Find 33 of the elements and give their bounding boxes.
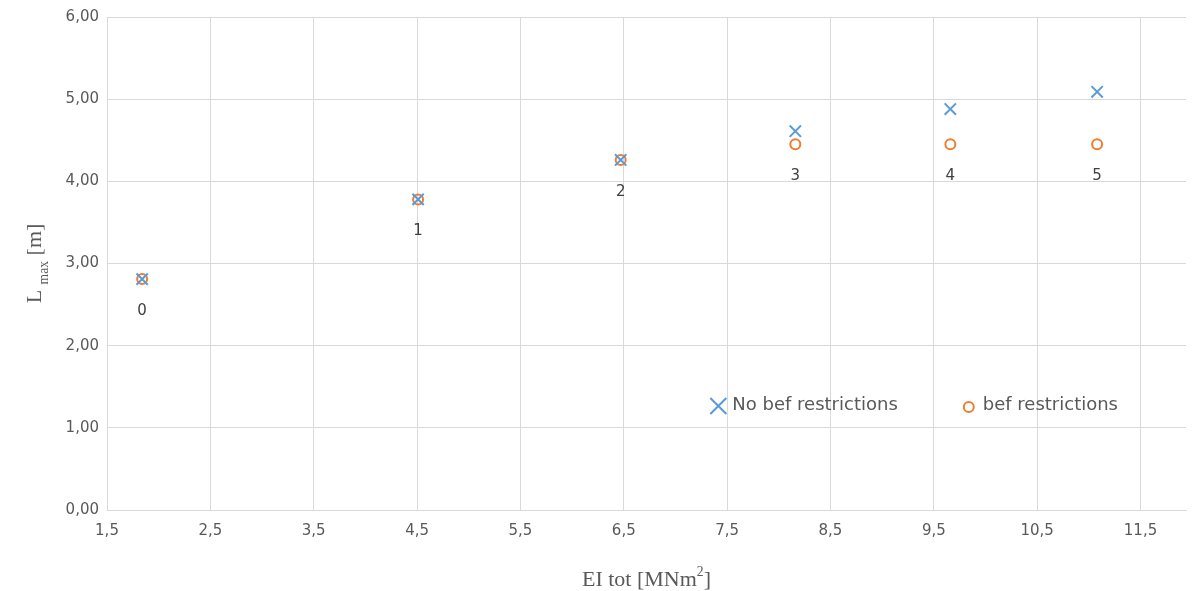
- annotation: 1: [413, 221, 423, 240]
- point: [944, 138, 957, 151]
- y-axis-title: L max [m]: [20, 223, 52, 304]
- point: [1091, 138, 1104, 151]
- y-tick-label: 0,00: [65, 499, 99, 518]
- y-tick-label: 1,00: [65, 417, 99, 436]
- y-tick-label: 4,00: [65, 171, 99, 190]
- x-tick-label: 6,5: [611, 520, 636, 539]
- y-tick-label: 6,00: [65, 6, 99, 25]
- annotation: 2: [615, 181, 626, 200]
- point: [789, 138, 802, 151]
- x-tick-label: 5,5: [508, 520, 533, 539]
- legend-label: bef restrictions: [982, 392, 1119, 414]
- x-tick-label: 4,5: [405, 520, 429, 539]
- annotation: 0: [137, 301, 147, 319]
- x-tick-label: 7,5: [715, 520, 740, 539]
- x-tick-label: 3,5: [301, 520, 326, 539]
- x-tick-label: 11,5: [1123, 520, 1158, 539]
- y-tick-label: 3,00: [65, 253, 99, 272]
- x-tick-label: 2,5: [198, 520, 223, 539]
- annotation: 5: [1092, 166, 1102, 185]
- x-tick-label: 1,5: [95, 520, 119, 539]
- annotation: 3: [790, 166, 801, 185]
- point: [788, 124, 802, 138]
- point: [1090, 85, 1104, 99]
- y-tick-label: 5,00: [65, 89, 99, 108]
- legend-label: No bef restrictions: [732, 392, 898, 414]
- annotation: 4: [945, 166, 956, 185]
- y-tick-label: 2,00: [65, 335, 99, 354]
- x-tick-label: 10,5: [1020, 520, 1054, 539]
- point: [943, 102, 958, 116]
- x-tick-label: 9,5: [921, 520, 946, 539]
- x-tick-label: 8,5: [818, 520, 843, 539]
